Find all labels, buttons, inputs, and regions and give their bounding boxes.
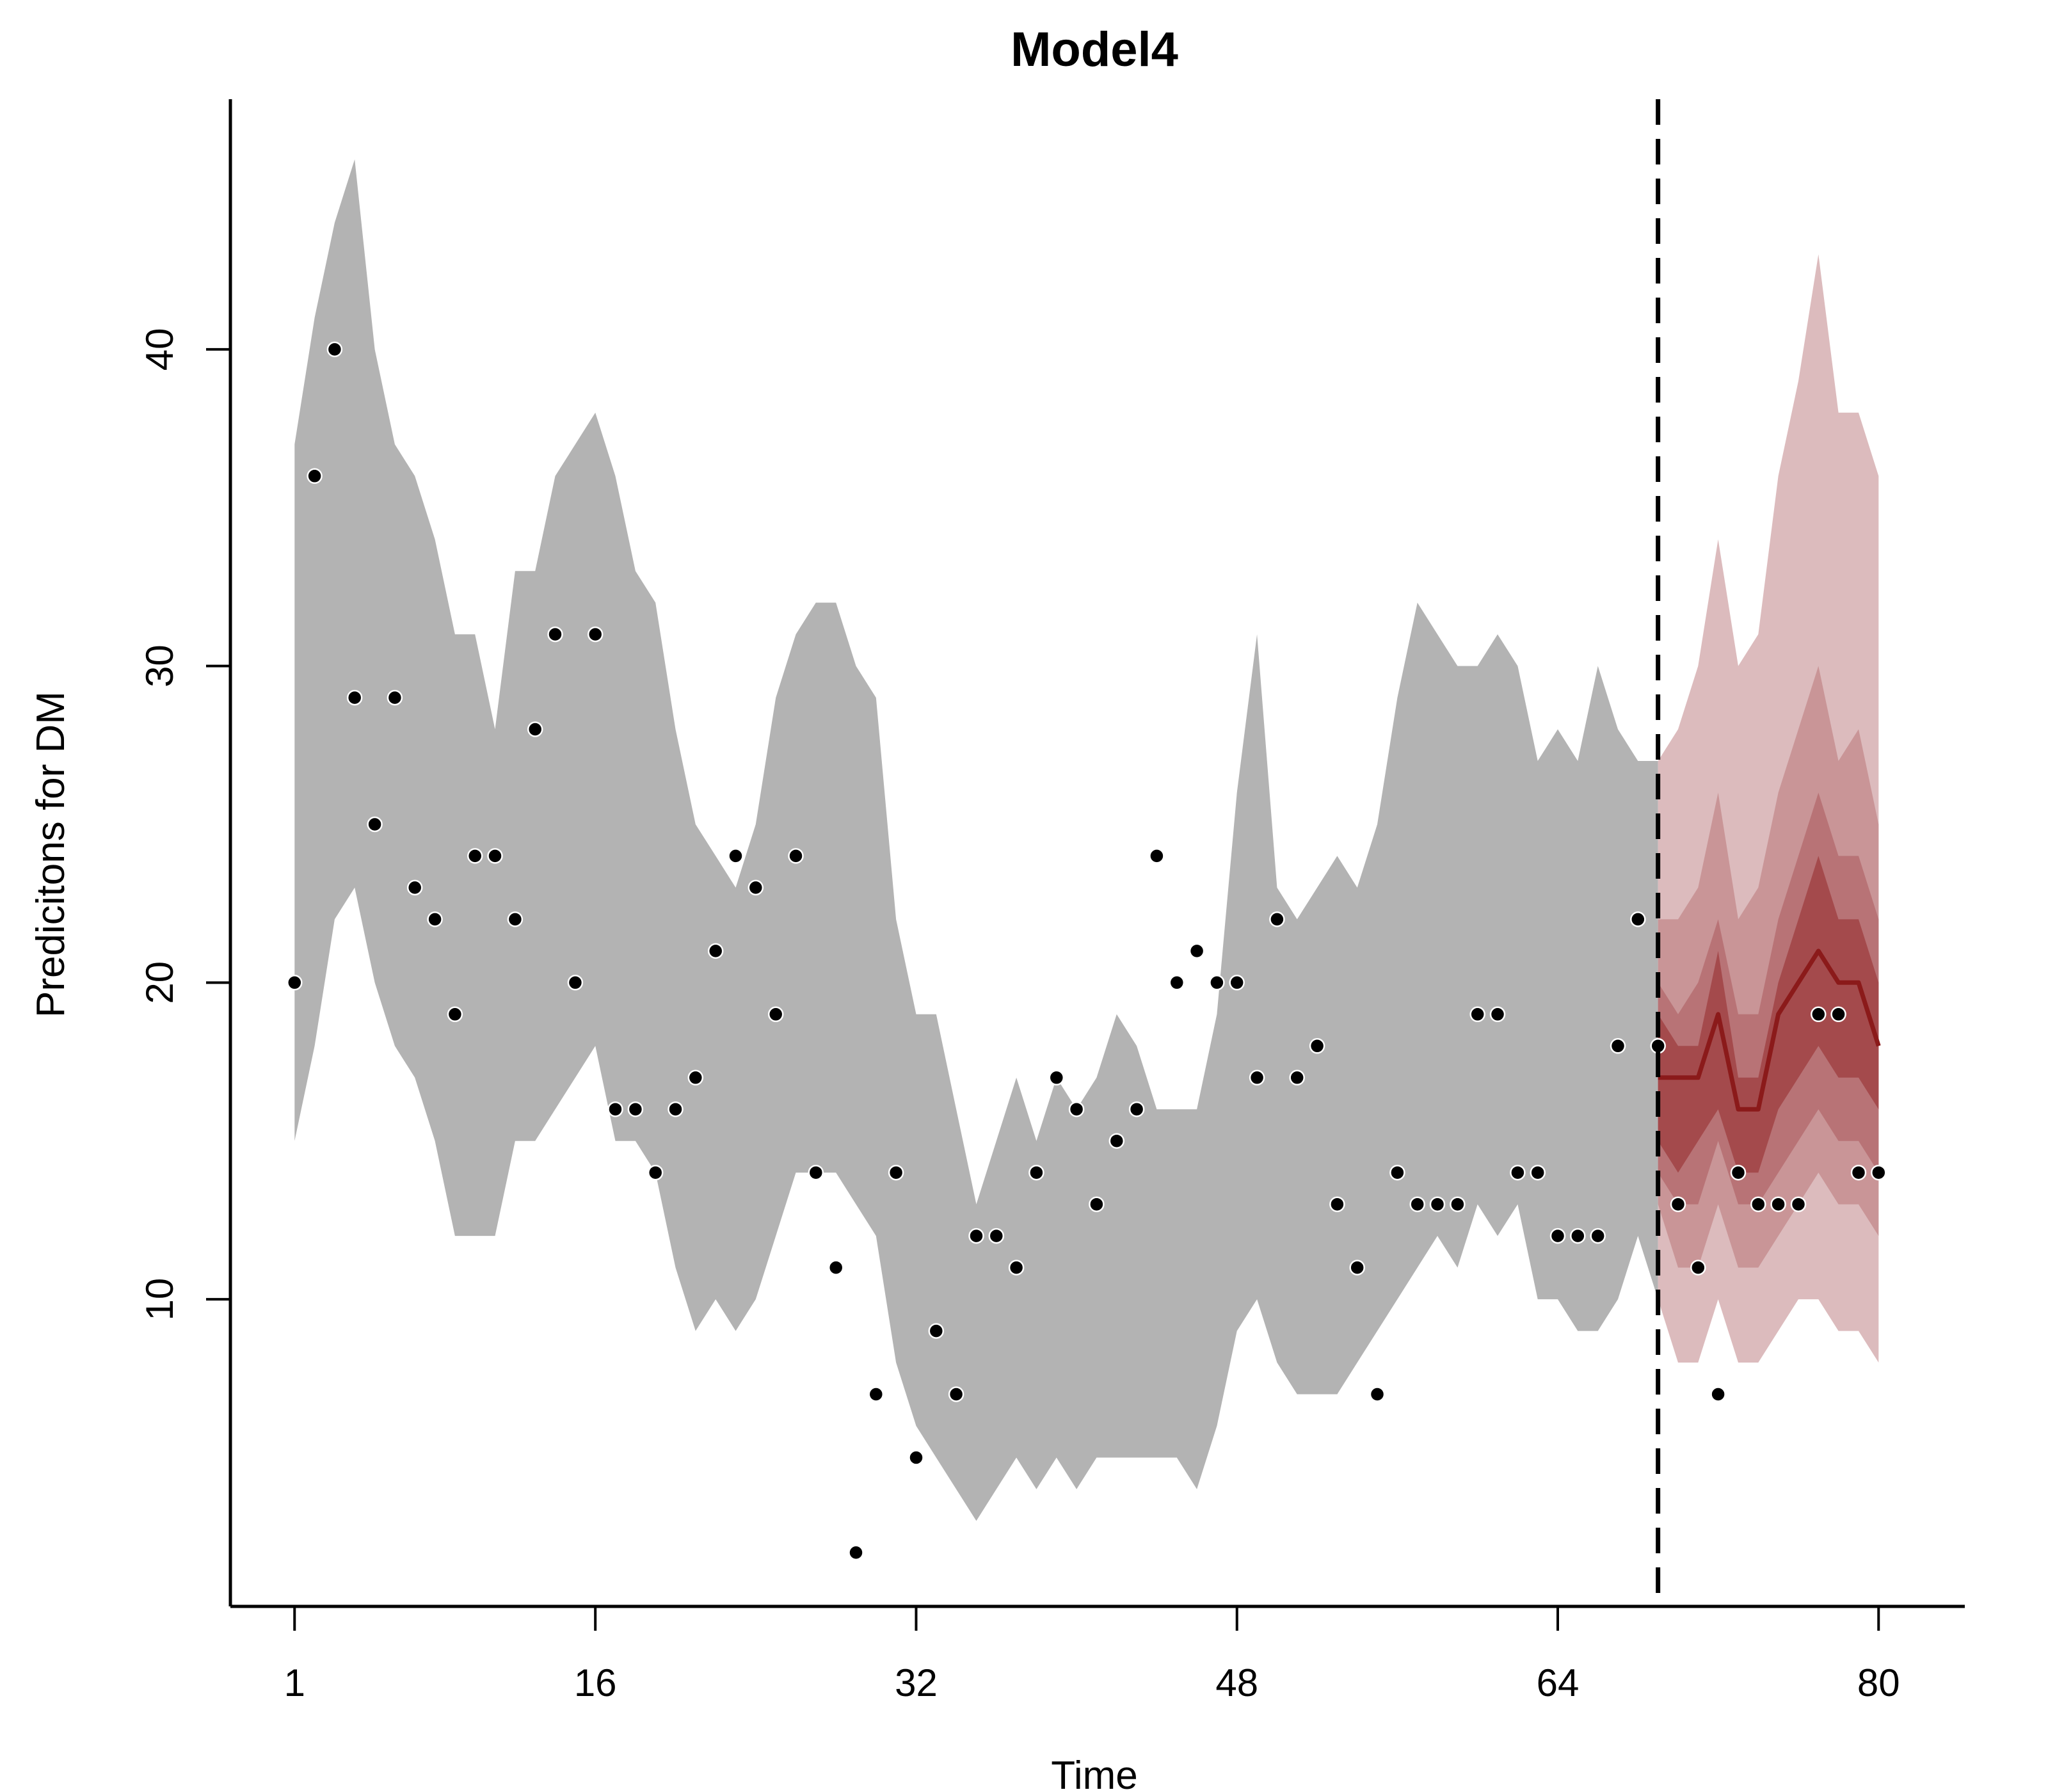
observed-point	[1108, 1133, 1125, 1149]
observed-point	[948, 1386, 964, 1402]
observed-point	[767, 1006, 784, 1023]
observed-point	[1169, 975, 1185, 991]
y-tick-label: 40	[138, 328, 181, 371]
observed-point	[828, 1260, 844, 1276]
observed-point	[1289, 1069, 1305, 1086]
observed-point	[1209, 975, 1225, 991]
observed-point	[1309, 1038, 1325, 1054]
observed-point	[1269, 911, 1285, 927]
observed-point	[587, 626, 604, 643]
observed-point	[1790, 1196, 1807, 1212]
observed-point	[1730, 1164, 1747, 1181]
observed-point	[547, 626, 563, 643]
observed-point	[1530, 1164, 1546, 1181]
x-axis-label: Time	[1051, 1754, 1137, 1792]
observed-point	[1830, 1006, 1846, 1023]
observed-point	[627, 1101, 644, 1117]
observed-point	[1369, 1386, 1386, 1402]
forecast-median-line	[1658, 948, 1881, 1112]
observed-point	[1770, 1196, 1786, 1212]
observed-point	[1329, 1196, 1345, 1212]
observed-point	[1450, 1196, 1466, 1212]
observed-point	[467, 848, 483, 864]
observed-point	[1149, 848, 1165, 864]
observed-point	[326, 341, 343, 358]
axes: 1 16 32 48 64 80 10 20 30 40	[138, 99, 1965, 1704]
observed-point	[668, 1101, 684, 1117]
observed-point	[1008, 1260, 1025, 1276]
observed-point	[968, 1228, 984, 1244]
observed-point	[647, 1164, 664, 1181]
observed-point	[567, 975, 584, 991]
observed-point	[1409, 1196, 1425, 1212]
observed-point	[1750, 1196, 1766, 1212]
observed-point	[1469, 1006, 1485, 1023]
y-tick-label: 30	[138, 644, 181, 687]
observed-point	[1670, 1196, 1686, 1212]
observed-point	[707, 943, 724, 959]
y-axis-label: Predicitons for DM	[29, 691, 73, 1018]
observed-point	[1089, 1196, 1105, 1212]
observed-point	[487, 848, 503, 864]
observed-point	[788, 848, 804, 864]
observed-point	[1048, 1069, 1065, 1086]
observed-point	[1188, 943, 1205, 959]
plot-area	[287, 99, 1887, 1606]
observed-point	[1249, 1069, 1265, 1086]
x-tick-label: 32	[895, 1661, 938, 1704]
observed-point	[1850, 1164, 1867, 1181]
observed-point	[1349, 1260, 1365, 1276]
x-tick-label: 48	[1215, 1661, 1258, 1704]
observed-point	[1871, 1164, 1887, 1181]
observed-point	[1570, 1228, 1586, 1244]
observed-point	[868, 1386, 884, 1402]
observed-point	[748, 879, 764, 896]
observed-point	[1610, 1038, 1626, 1054]
observed-point	[728, 848, 744, 864]
observed-point	[848, 1544, 864, 1561]
observed-point	[447, 1006, 463, 1023]
observed-point	[1389, 1164, 1405, 1181]
observed-point	[1549, 1228, 1566, 1244]
forecast-band-4	[1658, 856, 1879, 1173]
observed-point	[1489, 1006, 1506, 1023]
observed-point	[1510, 1164, 1526, 1181]
observed-point	[908, 1450, 924, 1466]
observed-point	[1710, 1386, 1726, 1402]
observed-point	[1590, 1228, 1606, 1244]
observed-point	[346, 689, 363, 706]
x-tick-label: 1	[284, 1661, 305, 1704]
observed-point	[1068, 1101, 1085, 1117]
observed-point	[1630, 911, 1646, 927]
observed-point	[808, 1164, 824, 1181]
observed-point	[1128, 1101, 1145, 1117]
x-tick-label: 16	[574, 1661, 617, 1704]
observed-point	[888, 1164, 904, 1181]
observed-point	[367, 816, 383, 833]
observed-point	[928, 1323, 945, 1339]
observed-point	[507, 911, 524, 927]
y-tick-label: 10	[138, 1278, 181, 1321]
observed-point	[607, 1101, 623, 1117]
fit-interval-band	[294, 159, 1658, 1521]
observed-point	[527, 721, 543, 737]
observed-point	[687, 1069, 704, 1086]
observed-point	[1690, 1260, 1706, 1276]
observed-point	[287, 975, 303, 991]
observed-point	[1429, 1196, 1446, 1212]
observed-point	[1229, 975, 1245, 991]
observed-point	[1028, 1164, 1044, 1181]
observed-point	[1650, 1038, 1666, 1054]
y-tick-label: 20	[138, 961, 181, 1004]
observed-point	[1811, 1006, 1827, 1023]
chart-title: Model4	[1011, 22, 1178, 77]
observed-point	[427, 911, 443, 927]
observed-point	[307, 468, 323, 484]
x-tick-label: 64	[1537, 1661, 1580, 1704]
x-tick-label: 80	[1857, 1661, 1900, 1704]
observed-point	[406, 879, 423, 896]
observed-point	[988, 1228, 1005, 1244]
observed-point	[387, 689, 403, 706]
